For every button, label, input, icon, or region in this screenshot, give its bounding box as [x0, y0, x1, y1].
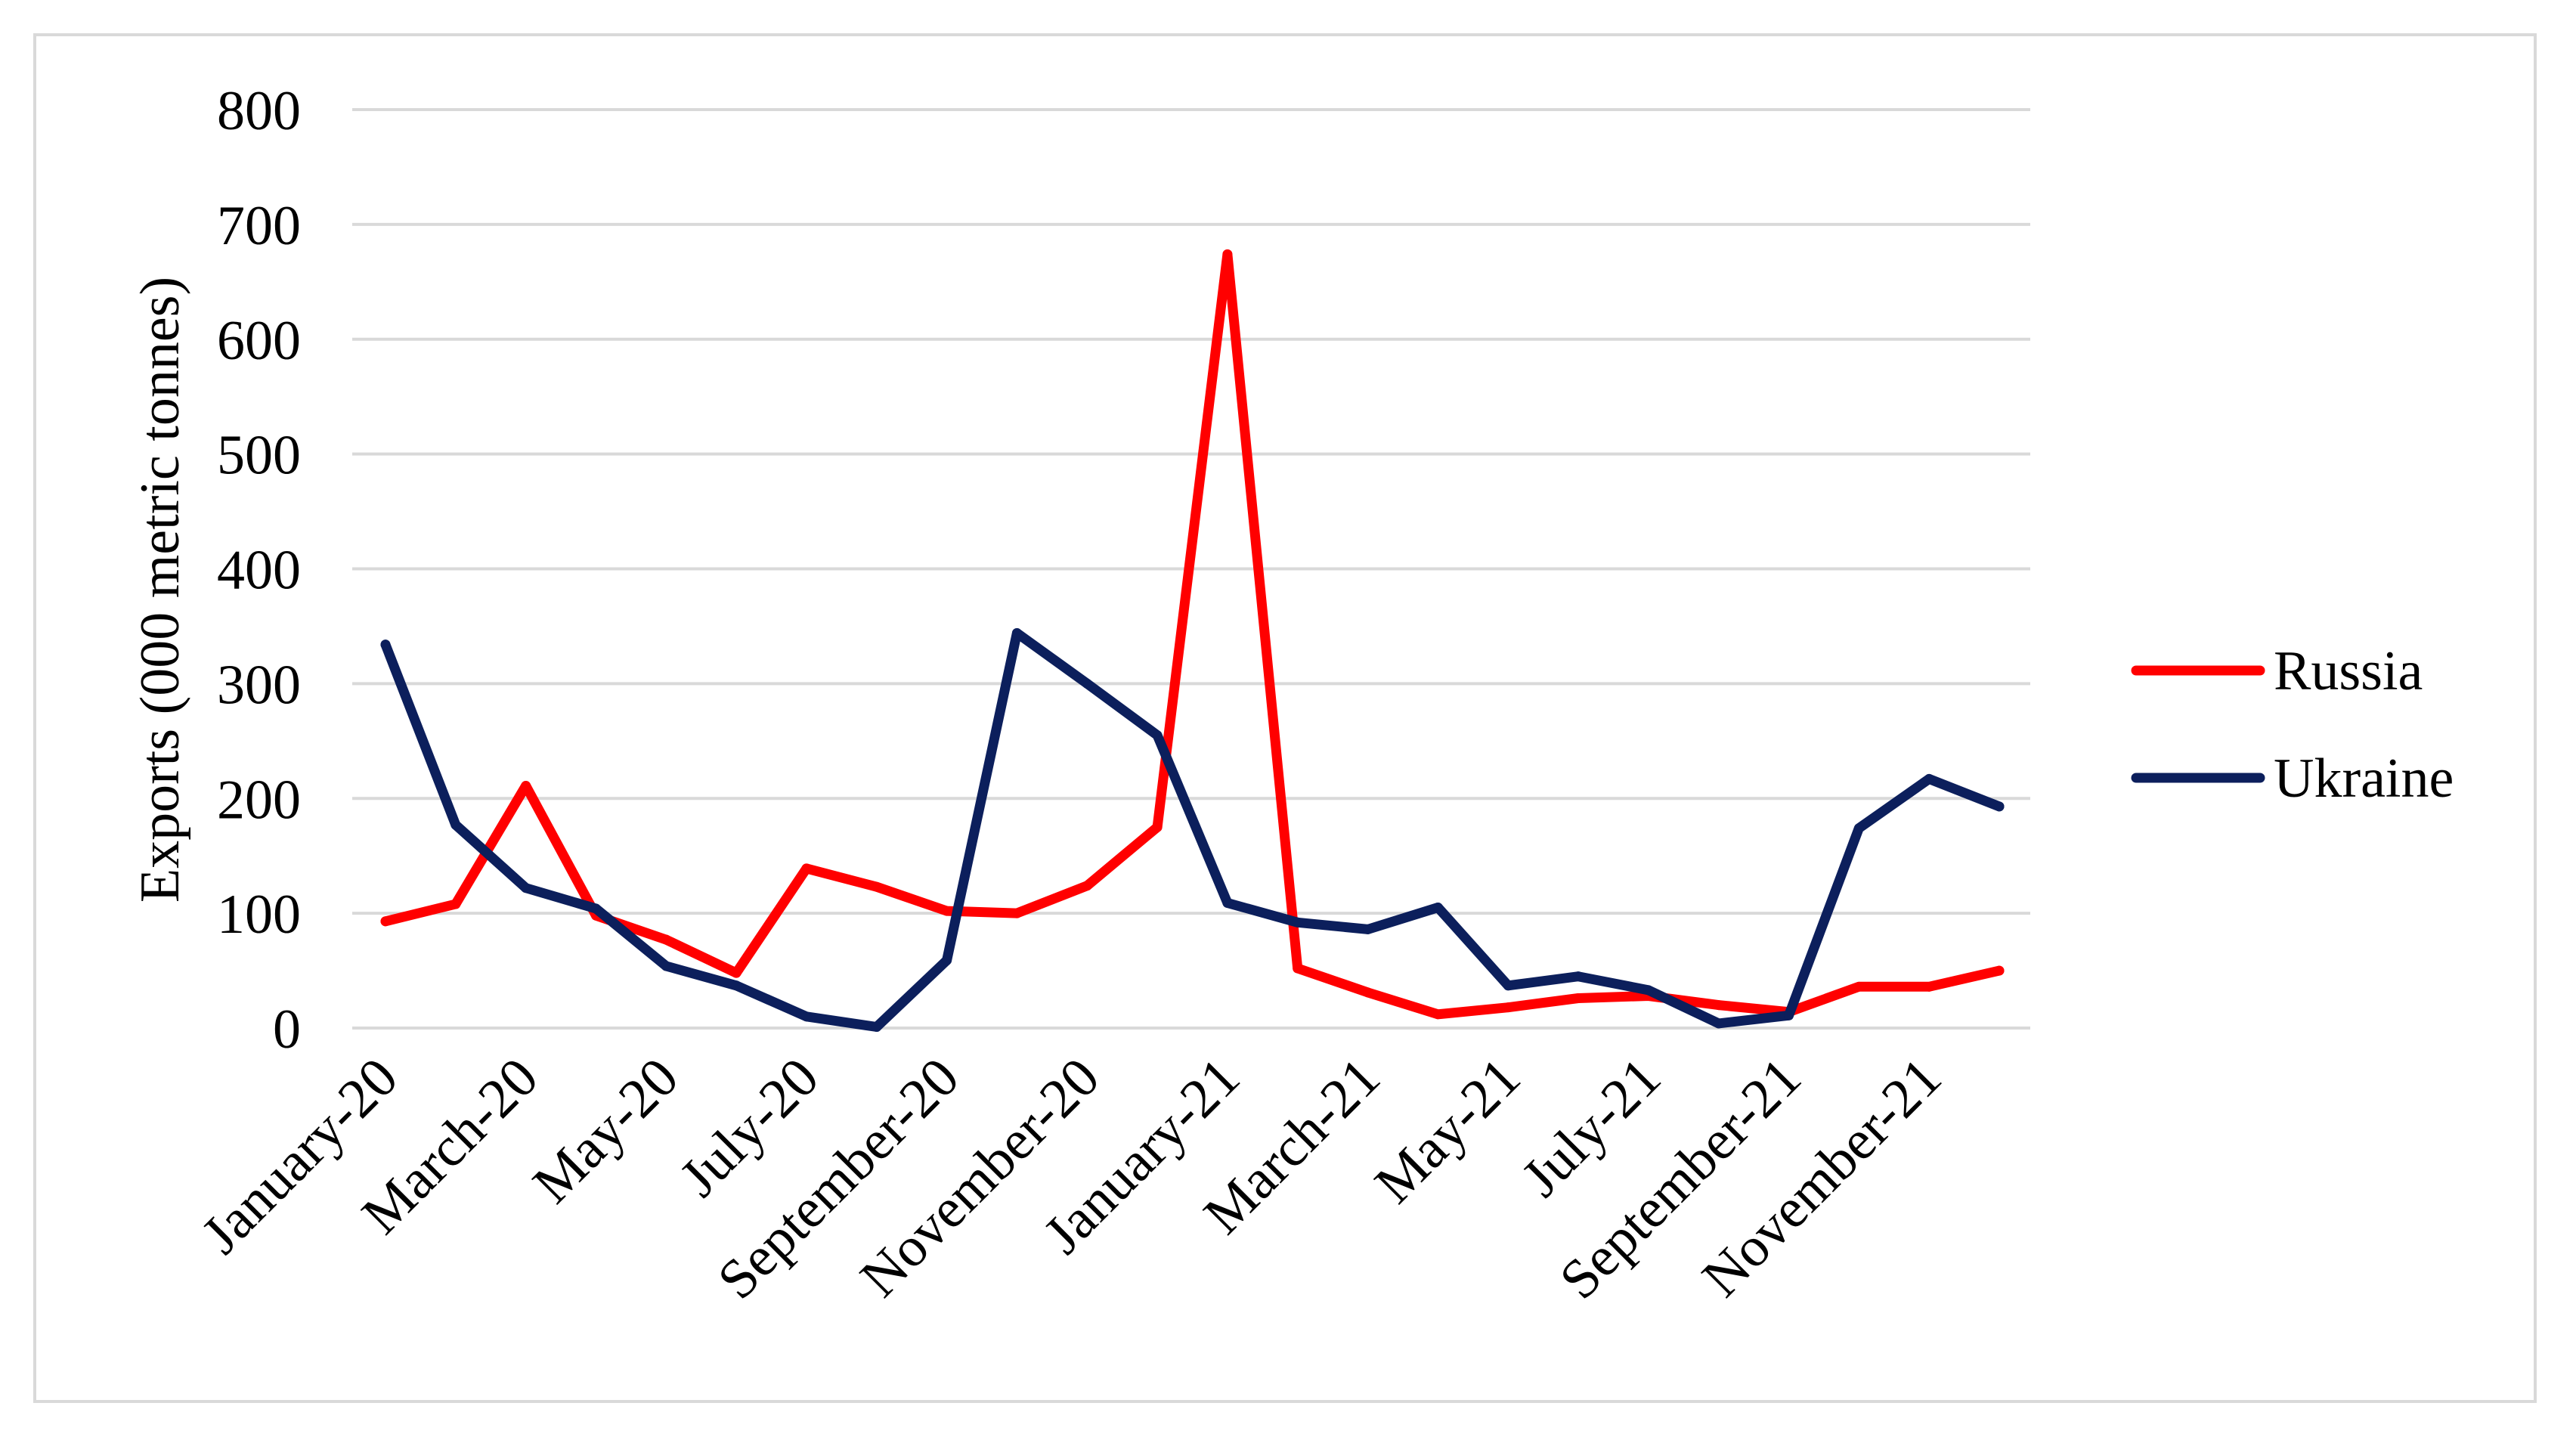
data-point-ukraine-3 — [590, 903, 601, 914]
data-point-ukraine-1 — [450, 819, 461, 830]
data-point-russia-6 — [801, 863, 812, 874]
gridlines — [352, 108, 2030, 1030]
data-point-ukraine-21 — [1853, 823, 1864, 834]
series-line-ukraine — [380, 628, 2005, 1032]
data-point-russia-0 — [380, 916, 391, 927]
data-point-russia-16 — [1503, 1002, 1513, 1013]
x-tick-label-16: May-21 — [1364, 1046, 1533, 1216]
x-axis-tick-labels: January-20March-20May-20July-20September… — [190, 1046, 1954, 1311]
data-point-russia-10 — [1082, 881, 1092, 891]
data-point-ukraine-10 — [1082, 678, 1092, 689]
y-tick-label-0: 0 — [273, 999, 301, 1061]
y-tick-label-200: 200 — [217, 769, 301, 831]
y-tick-label-600: 600 — [217, 310, 301, 372]
series-line-russia — [380, 249, 2005, 1020]
y-axis-tick-labels: 0 100 200 300 400 500 600 700 800 — [217, 80, 301, 1061]
y-tick-label-800: 800 — [217, 80, 301, 142]
y-axis-title: Exports (000 metric tonnes) — [129, 277, 191, 903]
data-point-ukraine-22 — [1924, 773, 1934, 784]
series-lines — [380, 249, 2005, 1032]
data-point-ukraine-9 — [1011, 628, 1022, 639]
data-point-ukraine-0 — [380, 640, 391, 650]
x-tick-label-4: May-20 — [522, 1046, 691, 1216]
y-tick-label-100: 100 — [217, 884, 301, 946]
y-tick-label-400: 400 — [217, 540, 301, 602]
data-point-russia-7 — [872, 881, 882, 892]
data-point-russia-13 — [1293, 963, 1303, 974]
data-point-ukraine-23 — [1994, 801, 2005, 812]
data-point-ukraine-13 — [1293, 917, 1303, 928]
data-point-russia-23 — [1994, 965, 2005, 976]
data-point-ukraine-18 — [1643, 985, 1654, 996]
x-tick-label-8: September-20 — [706, 1046, 971, 1311]
y-tick-label-300: 300 — [217, 654, 301, 716]
data-point-ukraine-11 — [1152, 730, 1163, 741]
data-point-russia-17 — [1573, 993, 1584, 1004]
legend-label-russia: Russia — [2274, 640, 2423, 702]
data-point-russia-19 — [1714, 1000, 1724, 1011]
data-point-ukraine-5 — [731, 980, 742, 991]
chart-frame — [33, 33, 2537, 1403]
data-point-ukraine-20 — [1784, 1010, 1794, 1020]
data-point-ukraine-16 — [1503, 980, 1513, 991]
data-point-ukraine-7 — [872, 1021, 882, 1032]
data-point-ukraine-2 — [521, 883, 531, 893]
data-point-russia-8 — [942, 906, 952, 916]
data-point-ukraine-12 — [1222, 897, 1233, 908]
data-point-ukraine-6 — [801, 1011, 812, 1022]
data-point-russia-14 — [1363, 987, 1373, 998]
legend-label-ukraine: Ukraine — [2274, 748, 2454, 810]
data-point-ukraine-14 — [1363, 924, 1373, 934]
data-point-russia-2 — [521, 781, 531, 791]
data-point-russia-15 — [1432, 1009, 1443, 1020]
legend: Russia Ukraine — [2131, 640, 2454, 810]
data-point-ukraine-17 — [1573, 971, 1584, 982]
x-tick-label-20: September-21 — [1548, 1046, 1813, 1311]
data-point-ukraine-15 — [1432, 903, 1443, 913]
data-point-ukraine-4 — [661, 961, 671, 971]
data-point-russia-5 — [731, 968, 742, 978]
data-point-russia-1 — [450, 899, 461, 909]
data-point-russia-21 — [1853, 981, 1864, 992]
data-point-russia-9 — [1011, 908, 1022, 918]
data-point-russia-4 — [661, 934, 671, 945]
data-point-russia-22 — [1924, 981, 1934, 992]
y-tick-label-700: 700 — [217, 195, 301, 257]
y-tick-label-500: 500 — [217, 425, 301, 487]
data-point-russia-11 — [1152, 822, 1163, 832]
x-tick-label-0: January-20 — [190, 1046, 410, 1265]
data-point-ukraine-19 — [1714, 1018, 1724, 1029]
data-point-ukraine-8 — [942, 955, 952, 965]
data-point-russia-12 — [1222, 249, 1233, 259]
